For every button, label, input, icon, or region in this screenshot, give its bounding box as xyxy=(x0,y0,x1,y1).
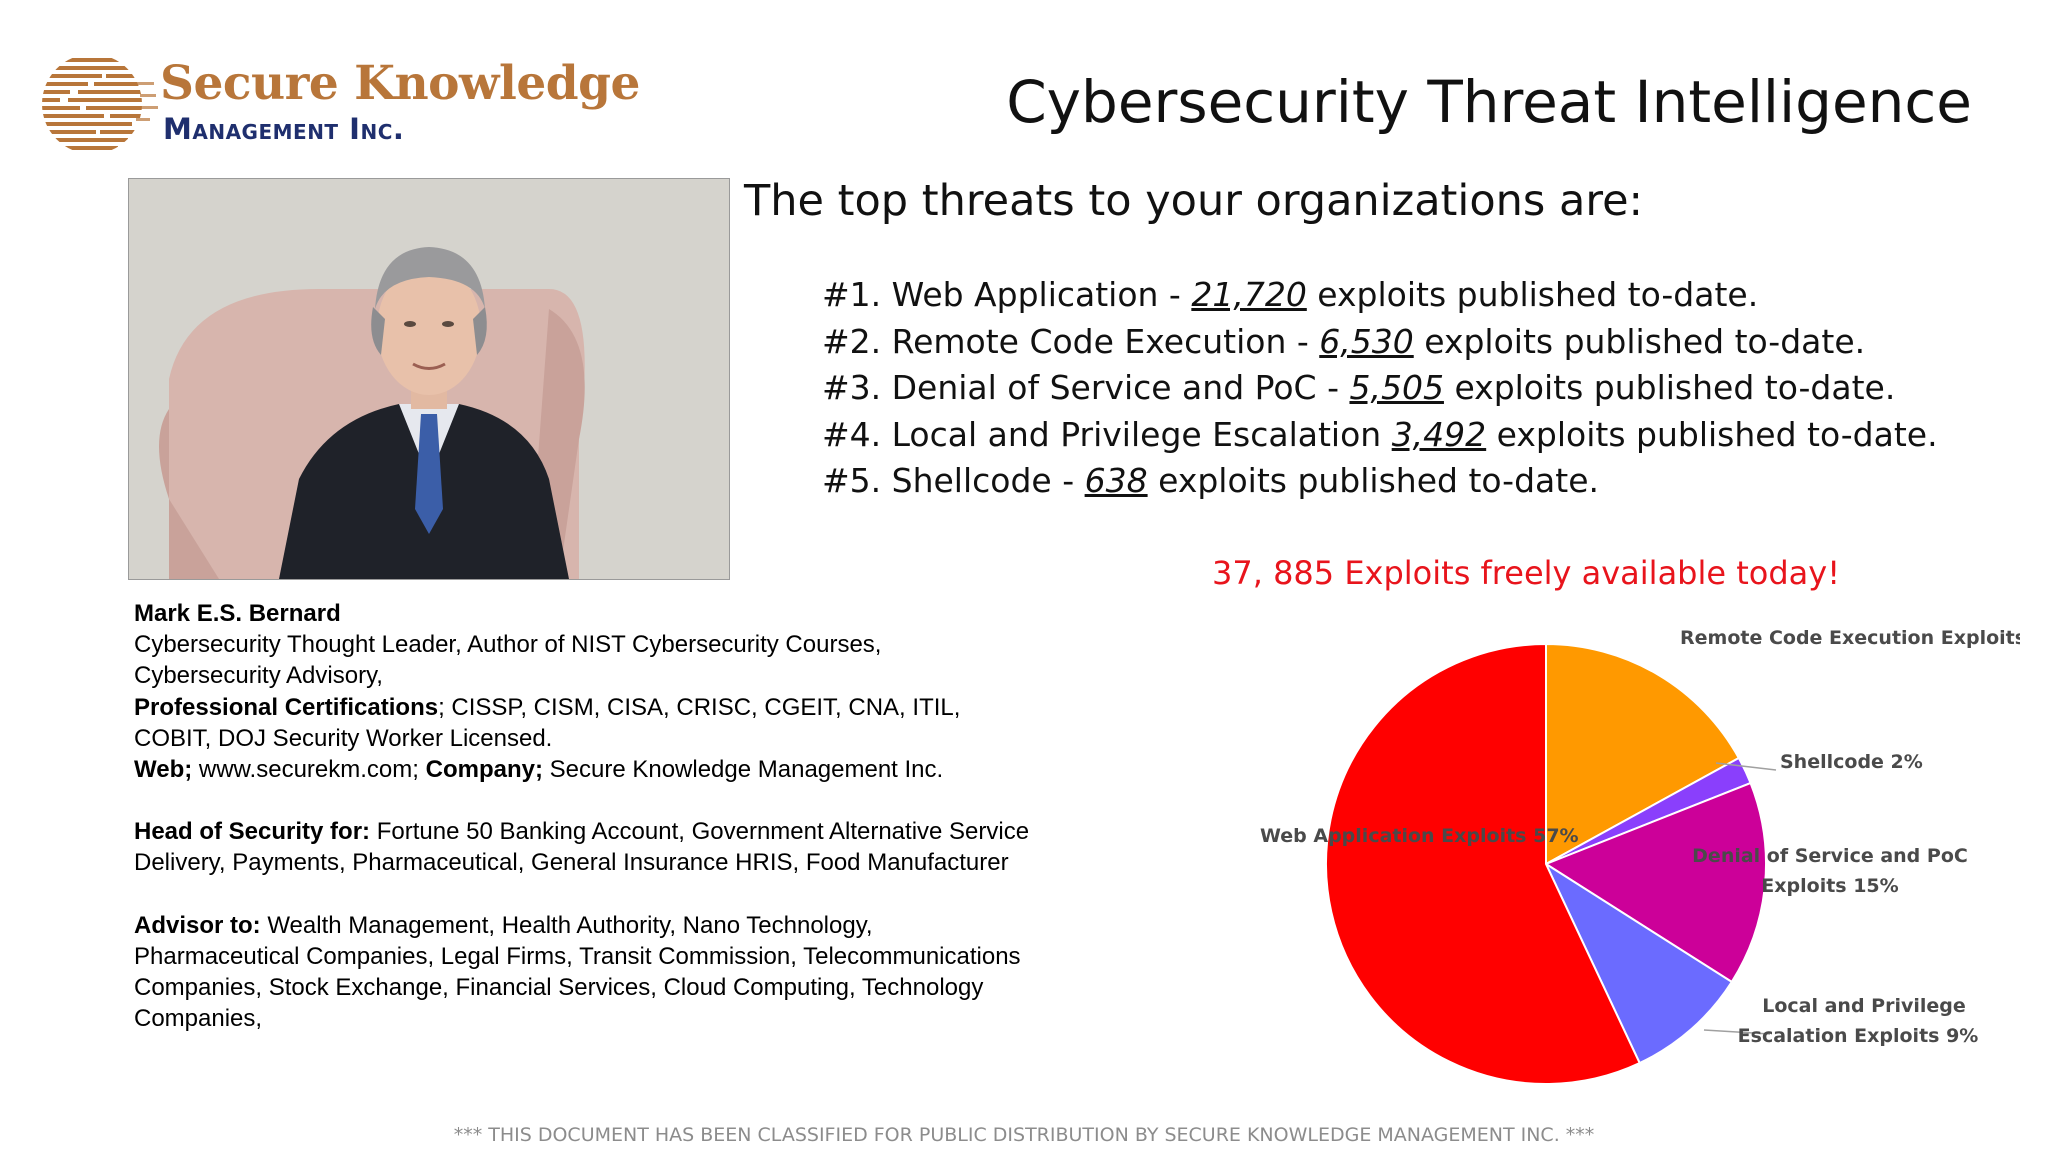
threat-item: #2. Remote Code Execution - 6,530 exploi… xyxy=(822,321,1866,361)
bio-name: Mark E.S. Bernard xyxy=(134,600,341,627)
total-exploits-banner: 37, 885 Exploits freely available today! xyxy=(1212,554,1841,592)
logo-name-line1: Secure Knowledge xyxy=(160,56,640,111)
pie-slice-label: Remote Code Execution Exploits 17% xyxy=(1680,627,2020,649)
pie-slice xyxy=(1325,642,1642,1085)
bio-head: Fortune 50 Banking Account, Government A… xyxy=(134,818,1030,877)
threats-intro-heading: The top threats to your organizations ar… xyxy=(744,176,1644,226)
bio-advisor-label: Advisor to: xyxy=(134,911,261,939)
bio-certs-label: Professional Certifications xyxy=(134,693,439,721)
threat-list: #1. Web Application - 21,720 exploits pu… xyxy=(822,272,1938,505)
threat-count: 6,530 xyxy=(1319,321,1414,361)
pie-slice-label: Shellcode 2% xyxy=(1780,751,1923,773)
threat-count: 3,492 xyxy=(1391,414,1487,454)
bio-web-label: Web; xyxy=(134,756,193,784)
pie-slice xyxy=(1545,642,1741,866)
pie-slice xyxy=(1543,781,1767,984)
threat-item: #3. Denial of Service and PoC - 5,505 ex… xyxy=(822,368,1896,407)
page-title: Cybersecurity Threat Intelligence xyxy=(1006,68,1972,136)
bio-advisor: Wealth Management, Health Authority, Nan… xyxy=(134,911,1021,1033)
pie-leader-line xyxy=(1703,1029,1771,1035)
pie-leader-line xyxy=(1715,762,1777,771)
speaker-photo xyxy=(128,178,730,580)
threat-count: 21,720 xyxy=(1191,275,1307,314)
bio-certs: ; CISSP, CISM, CISA, CRISC, CGEIT, CNA, … xyxy=(134,693,961,752)
threat-item: #1. Web Application - 21,720 exploits pu… xyxy=(822,275,1759,314)
pie-slice-label: Web Application Exploits 57% xyxy=(1260,825,1579,847)
pie-slice-label: Local and Privilege Escalation Exploits 9… xyxy=(1738,995,1979,1047)
threat-item: #4. Local and Privilege Escalation 3,492… xyxy=(822,414,1938,454)
logo-globe-icon xyxy=(42,58,158,150)
bio-company: Secure Knowledge Management Inc. xyxy=(542,756,944,784)
logo-name-line2: Management Inc. xyxy=(163,112,405,146)
company-logo: Secure Knowledge Management Inc. xyxy=(40,52,640,156)
bio-company-label: Company; xyxy=(425,756,543,784)
bio-role: Cybersecurity Thought Leader, Author of … xyxy=(134,631,882,690)
threat-item: #5. Shellcode - 638 exploits published t… xyxy=(822,461,1599,500)
pie-slice-label: Denial of Service and PoC Exploits 15% xyxy=(1692,845,1968,897)
threat-count: 638 xyxy=(1084,461,1148,500)
pie-slice xyxy=(1543,861,1734,1065)
classification-footer: *** THIS DOCUMENT HAS BEEN CLASSIFIED FO… xyxy=(453,1124,1595,1146)
exploits-pie-chart: Remote Code Execution Exploits 17% Shellc… xyxy=(1260,627,2020,1085)
portrait-image xyxy=(129,179,729,579)
speaker-bio: Mark E.S. Bernard Cybersecurity Thought … xyxy=(134,598,1034,1034)
threat-count: 5,505 xyxy=(1349,368,1444,407)
bio-web: www.securekm.com; xyxy=(192,756,426,784)
bio-head-label: Head of Security for: xyxy=(134,818,371,846)
